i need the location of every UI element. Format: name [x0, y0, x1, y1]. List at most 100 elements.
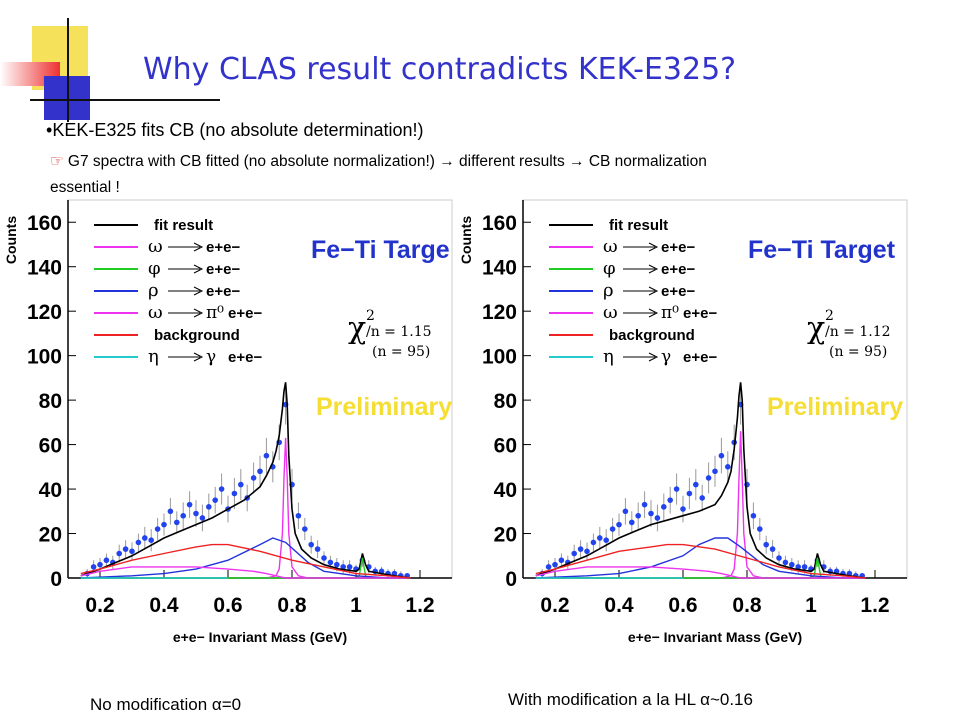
data-point [712, 468, 718, 475]
data-point [90, 564, 97, 570]
data-point [238, 481, 244, 488]
x-tick-label: 0.2 [85, 594, 114, 617]
chi2-exponent: 2 [825, 308, 834, 324]
data-point [199, 515, 206, 521]
data-point [763, 541, 769, 548]
y-tick-label: 40 [494, 479, 517, 502]
data-point [314, 546, 321, 552]
legend-label: e+e− [206, 283, 240, 300]
plot-frame-right [522, 199, 908, 579]
data-point [648, 510, 654, 517]
legend-symbol: ω [603, 236, 618, 257]
data-point [263, 452, 270, 459]
data-point [776, 555, 782, 561]
chi2-value: /n = 1.12 [825, 324, 891, 340]
data-point [193, 510, 199, 517]
chart-right: 0 20 40 60 80 100 120 140 160 0.2 0.4 0.6 0.8 1 1.2 e+e… [458, 199, 908, 645]
data-point [801, 564, 808, 570]
data-point [334, 561, 340, 568]
data-point [302, 526, 308, 532]
data-point [186, 501, 193, 508]
plot-frame-left [67, 199, 453, 579]
x-tick-label: 0.4 [604, 594, 634, 617]
bullet-marker: • [46, 120, 53, 140]
data-point [148, 537, 154, 543]
legend-label: e+e− [683, 305, 717, 322]
bullet-kek: •KEK-E325 fits CB (no absolute determina… [46, 120, 424, 141]
legend-label: background [154, 327, 240, 344]
data-point [705, 475, 712, 481]
chi2-exponent: 2 [366, 308, 375, 324]
data-point [231, 490, 238, 497]
x-tick-label: 0.6 [213, 594, 242, 617]
series-omega [266, 437, 309, 579]
data-point [686, 490, 693, 497]
legend-product: γ [206, 347, 216, 367]
legend-label: e+e− [206, 261, 240, 278]
deco-vertical-line [67, 18, 69, 122]
y-tick-label: 0 [505, 568, 517, 591]
legend-product: π⁰ [206, 303, 224, 323]
y-tick-label: 80 [494, 390, 517, 413]
x-axis-label: e+e− Invariant Mass (GeV) [173, 629, 347, 645]
data-point [661, 504, 667, 510]
y-tick-label: 140 [27, 257, 62, 280]
data-point [161, 521, 167, 528]
data-point [750, 512, 757, 519]
target-label: Fe−Ti Target [748, 236, 896, 264]
target-label: Fe−Ti Targe [311, 236, 450, 264]
data-point [340, 564, 347, 570]
x-tick-label: 1 [805, 594, 817, 617]
series-rho [535, 537, 866, 579]
x-axis-label: e+e− Invariant Mass (GeV) [628, 629, 802, 645]
data-point [654, 515, 661, 521]
legend-label: fit result [609, 217, 668, 234]
legend-arrow-head [193, 286, 204, 296]
legend-label: e+e− [683, 349, 717, 366]
data-point [789, 561, 795, 568]
data-point [616, 521, 622, 528]
x-tick-label: 0.8 [732, 594, 762, 617]
data-point [725, 464, 731, 470]
legend-arrow-head [648, 308, 659, 318]
x-tick-label: 1 [350, 594, 362, 617]
legend-symbol: φ [603, 258, 616, 279]
preliminary-label: Preliminary [316, 393, 452, 421]
legend-label: e+e− [661, 239, 695, 256]
y-tick-label: 120 [482, 301, 517, 324]
data-point [97, 561, 103, 568]
data-point [590, 539, 597, 546]
data-point [321, 555, 327, 561]
x-tick-label: 0.4 [149, 594, 179, 617]
legend-arrow-head [648, 264, 659, 274]
chart-left: 0 20 40 60 80 100 120 140 160 0.2 0.4 0.6 0.8 1 1.2 e+e… [3, 199, 453, 645]
series-omega [721, 431, 764, 579]
data-point [571, 550, 577, 557]
legend-label: e+e− [228, 349, 262, 366]
data-point [757, 526, 763, 532]
data-point [180, 512, 186, 519]
legend-symbol: φ [148, 258, 161, 279]
data-point [552, 561, 558, 568]
data-point [577, 546, 584, 552]
chi2-symbol: χ [807, 311, 825, 346]
legend-symbol: ω [148, 236, 163, 257]
data-point [174, 519, 180, 526]
y-tick-label: 120 [27, 301, 62, 324]
data-point [558, 557, 565, 564]
y-tick-label: 20 [494, 524, 517, 547]
data-point [116, 550, 122, 557]
y-tick-label: 160 [482, 212, 517, 235]
data-point [154, 526, 161, 532]
y-axis-label: Counts [3, 216, 19, 264]
pointing-hand-icon: ☞ [50, 153, 64, 170]
data-point [667, 497, 673, 503]
data-point [206, 504, 212, 510]
legend-arrow-head [648, 286, 659, 296]
data-point [769, 546, 776, 552]
data-point [122, 546, 129, 552]
bullet-g7-cont: essential ! [50, 179, 120, 196]
data-point [673, 486, 680, 492]
data-point [545, 564, 552, 570]
data-point [782, 559, 789, 566]
